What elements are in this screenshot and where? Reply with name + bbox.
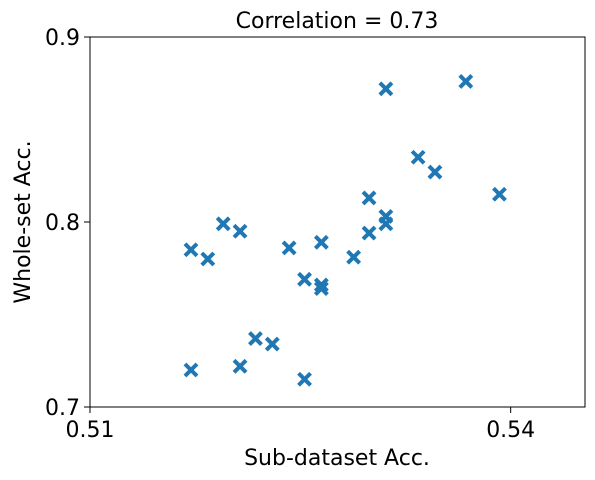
data-point-marker — [458, 73, 474, 89]
data-point-marker — [232, 358, 248, 374]
data-point-marker — [200, 251, 216, 267]
data-point-marker — [313, 281, 329, 297]
x-axis-ticks: 0.51 0.54 — [66, 407, 535, 443]
data-point-marker — [297, 371, 312, 387]
data-point-marker — [378, 81, 394, 97]
data-point-marker — [264, 336, 280, 352]
data-point-marker — [183, 362, 199, 378]
data-point-marker — [361, 225, 377, 241]
plot-area-frame — [89, 36, 586, 408]
x-tick-label: 0.51 — [66, 418, 115, 443]
data-point-marker — [215, 216, 231, 232]
data-point-marker — [313, 277, 329, 293]
x-axis-label: Sub-dataset Acc. — [244, 446, 430, 471]
data-point-marker — [232, 223, 248, 239]
data-point-marker — [410, 149, 426, 165]
data-point-marker — [492, 186, 507, 202]
y-axis-ticks: 0.7 0.8 0.9 — [45, 26, 90, 421]
data-point-marker — [281, 240, 297, 256]
data-point-marker — [313, 234, 329, 250]
chart-title: Correlation = 0.73 — [236, 9, 439, 34]
data-point-marker — [346, 249, 362, 265]
y-tick-label: 0.8 — [45, 211, 80, 236]
data-point-marker — [378, 216, 394, 232]
data-point-marker — [297, 271, 312, 287]
data-point-marker — [248, 331, 263, 346]
y-tick-label: 0.7 — [45, 396, 80, 421]
data-point-marker — [183, 242, 199, 258]
y-axis-label: Whole-set Acc. — [11, 140, 36, 303]
y-tick-label: 0.9 — [45, 26, 80, 51]
data-point-marker — [361, 190, 377, 206]
x-tick-label: 0.54 — [486, 418, 535, 443]
data-point-marker — [427, 164, 443, 180]
data-points — [183, 73, 507, 387]
